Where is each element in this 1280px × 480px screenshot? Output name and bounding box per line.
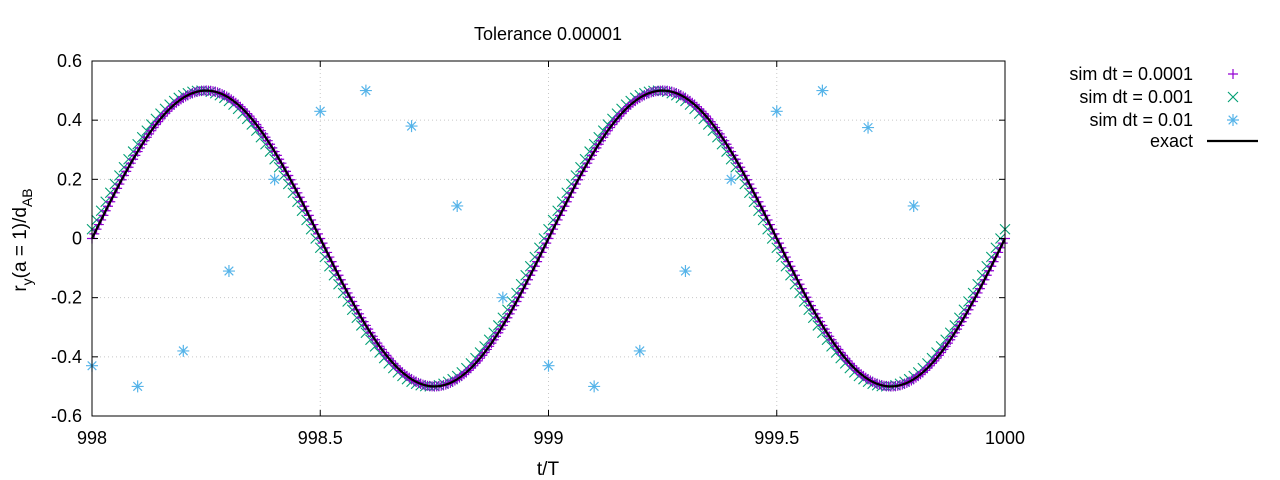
point-sim-dt-0.01	[451, 199, 464, 212]
y-tick-label: 0	[72, 229, 82, 249]
point-sim-dt-0.01	[496, 291, 509, 304]
x-tick-label: 998	[77, 428, 107, 448]
point-sim-dt-0.01	[222, 265, 235, 278]
point-sim-dt-0.01	[359, 84, 372, 97]
point-sim-dt-0.01	[542, 359, 555, 372]
legend-label: sim dt = 0.01	[1089, 110, 1193, 130]
series-line-exact	[91, 89, 1006, 388]
legend-swatch-marker	[1227, 91, 1239, 103]
y-axis-label: ry(a = 1)/dAB	[10, 188, 35, 291]
point-sim-dt-0.01	[679, 265, 692, 278]
legend-label: sim dt = 0.0001	[1069, 64, 1193, 84]
x-tick-label: 999.5	[754, 428, 799, 448]
x-axis-label: t/T	[537, 459, 560, 480]
y-axis-label-main: r	[10, 285, 31, 292]
chart-title: Tolerance 0.00001	[474, 24, 622, 44]
y-axis-label-mid: (a = 1)/d	[10, 207, 31, 278]
point-sim-dt-0.01	[131, 380, 144, 393]
point-sim-dt-0.01	[725, 173, 738, 186]
point-sim-dt-0.01	[816, 84, 829, 97]
y-tick-label: 0.2	[57, 169, 82, 189]
point-sim-dt-0.01	[770, 105, 783, 118]
y-tick-label: -0.2	[51, 288, 82, 308]
x-tick-label: 998.5	[298, 428, 343, 448]
y-axis-label-sub1: y	[19, 278, 35, 285]
y-tick-label: -0.4	[51, 347, 82, 367]
axis-ticks: 998 998.5 999 999.5 1000 -0.6 -0.4 -0.2 0 0.2 0.4 0…	[51, 51, 1025, 448]
x-tick-label: 999	[533, 428, 563, 448]
plot-area	[86, 84, 1011, 393]
legend: sim dt = 0.0001 sim dt = 0.001 sim dt = 0.…	[1069, 64, 1258, 151]
y-tick-label: -0.6	[51, 406, 82, 426]
point-sim-dt-0.01	[268, 173, 281, 186]
point-sim-dt-0.01	[588, 380, 601, 393]
point-sim-dt-0.01	[314, 105, 327, 118]
legend-swatch-marker	[1227, 114, 1239, 126]
x-tick-label: 1000	[985, 428, 1025, 448]
y-axis-label-sub2: AB	[19, 188, 35, 207]
legend-label: sim dt = 0.001	[1079, 87, 1193, 107]
point-sim-dt-0.01	[633, 344, 646, 357]
point-sim-dt-0.01	[405, 120, 418, 133]
legend-label: exact	[1150, 131, 1193, 151]
y-tick-label: 0.6	[57, 51, 82, 71]
point-sim-dt-0.01	[907, 199, 920, 212]
legend-swatch-marker	[1228, 69, 1238, 79]
y-tick-label: 0.4	[57, 110, 82, 130]
point-sim-dt-0.01	[862, 121, 875, 134]
point-sim-dt-0.01	[177, 344, 190, 357]
